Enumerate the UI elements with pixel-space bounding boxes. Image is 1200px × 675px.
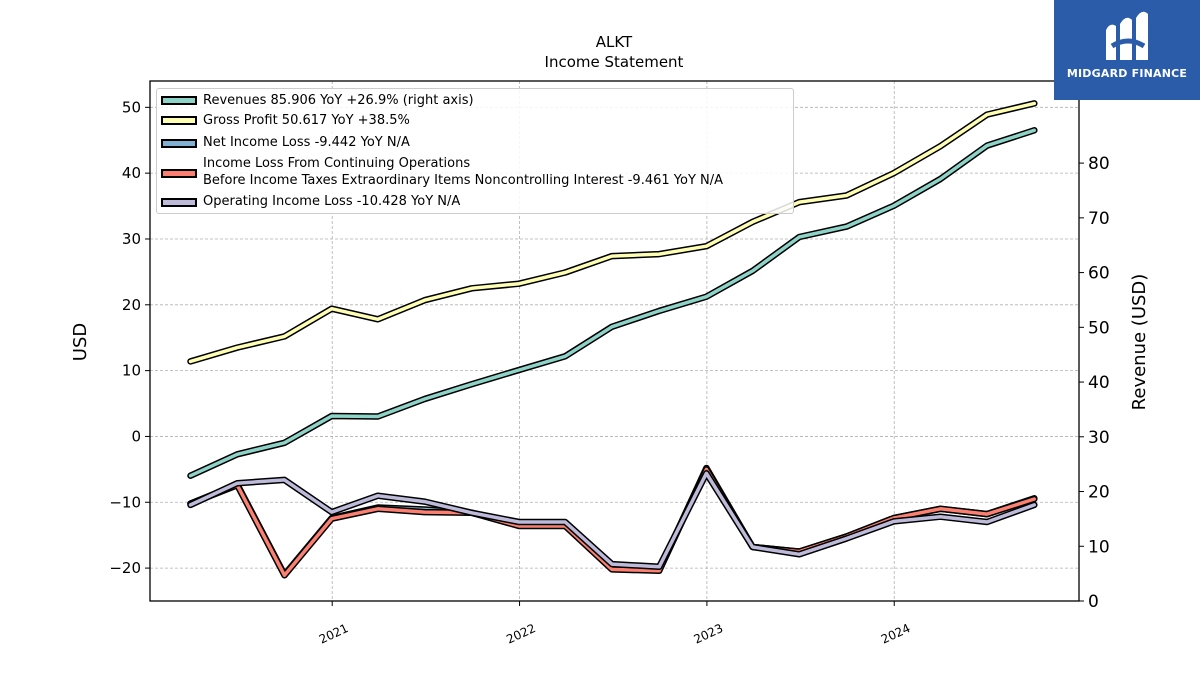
ytick-label-left-7: 50: [122, 98, 141, 116]
series-line-4: [188, 471, 1037, 569]
xtick-label-2: 2023: [692, 621, 726, 647]
legend-swatch-pretax-income-loss: [161, 169, 197, 178]
series-line-3: [188, 467, 1037, 578]
ytick-label-right-0: 0: [1088, 592, 1099, 612]
legend-swatch-net-income-loss: [161, 139, 197, 148]
ytick-label-right-3: 30: [1088, 428, 1110, 448]
ytick-label-left-3: 10: [122, 362, 141, 380]
midgard-finance-logo: MIDGARD FINANCE: [1054, 0, 1200, 100]
ytick-label-right-4: 40: [1088, 373, 1110, 393]
logo-mark-icon: [1106, 11, 1148, 61]
ytick-label-left-4: 20: [122, 296, 141, 314]
y-axis-label-left: USD: [70, 323, 91, 361]
plot-frame: [149, 80, 1080, 602]
chart-subtitle: Income Statement: [545, 53, 684, 71]
legend-label-net-income-loss: Net Income Loss -9.442 YoY N/A: [203, 135, 410, 150]
ytick-label-right-6: 60: [1088, 264, 1110, 284]
ytick-label-right-8: 80: [1088, 154, 1110, 174]
ytick-label-right-7: 70: [1088, 209, 1110, 229]
ytick-label-left-1: −10: [109, 493, 141, 511]
logo-text: MIDGARD FINANCE: [1066, 67, 1188, 80]
ytick-label-left-6: 40: [122, 164, 141, 182]
y-axis-label-right: Revenue (USD): [1129, 274, 1150, 411]
ytick-label-left-2: 0: [131, 427, 141, 445]
legend-swatch-operating-income-loss: [161, 198, 197, 207]
legend-label-pretax-income-loss-line2: Before Income Taxes Extraordinary Items …: [203, 173, 724, 188]
ytick-label-right-5: 50: [1088, 318, 1110, 338]
ytick-label-right-2: 20: [1088, 483, 1110, 503]
ytick-label-left-5: 30: [122, 230, 141, 248]
ytick-label-left-0: −20: [109, 559, 141, 577]
xtick-label-3: 2024: [879, 621, 913, 647]
legend-swatch-revenues: [161, 96, 197, 105]
xtick-label-1: 2022: [504, 621, 538, 647]
series-line-0: [188, 128, 1037, 478]
ytick-label-right-1: 10: [1088, 537, 1110, 557]
legend-label-operating-income-loss: Operating Income Loss -10.428 YoY N/A: [203, 194, 461, 209]
legend-swatch-gross-profit: [161, 116, 197, 125]
legend-label-pretax-income-loss-line1: Income Loss From Continuing Operations: [203, 156, 471, 171]
legend-label-gross-profit: Gross Profit 50.617 YoY +38.5%: [203, 113, 410, 128]
xtick-label-0: 2021: [317, 621, 351, 647]
chart-legend: Revenues 85.906 YoY +26.9% (right axis) …: [156, 88, 794, 214]
series-line-1: [188, 101, 1037, 364]
chart-title: ALKT: [596, 33, 633, 51]
legend-label-revenues: Revenues 85.906 YoY +26.9% (right axis): [203, 93, 474, 108]
